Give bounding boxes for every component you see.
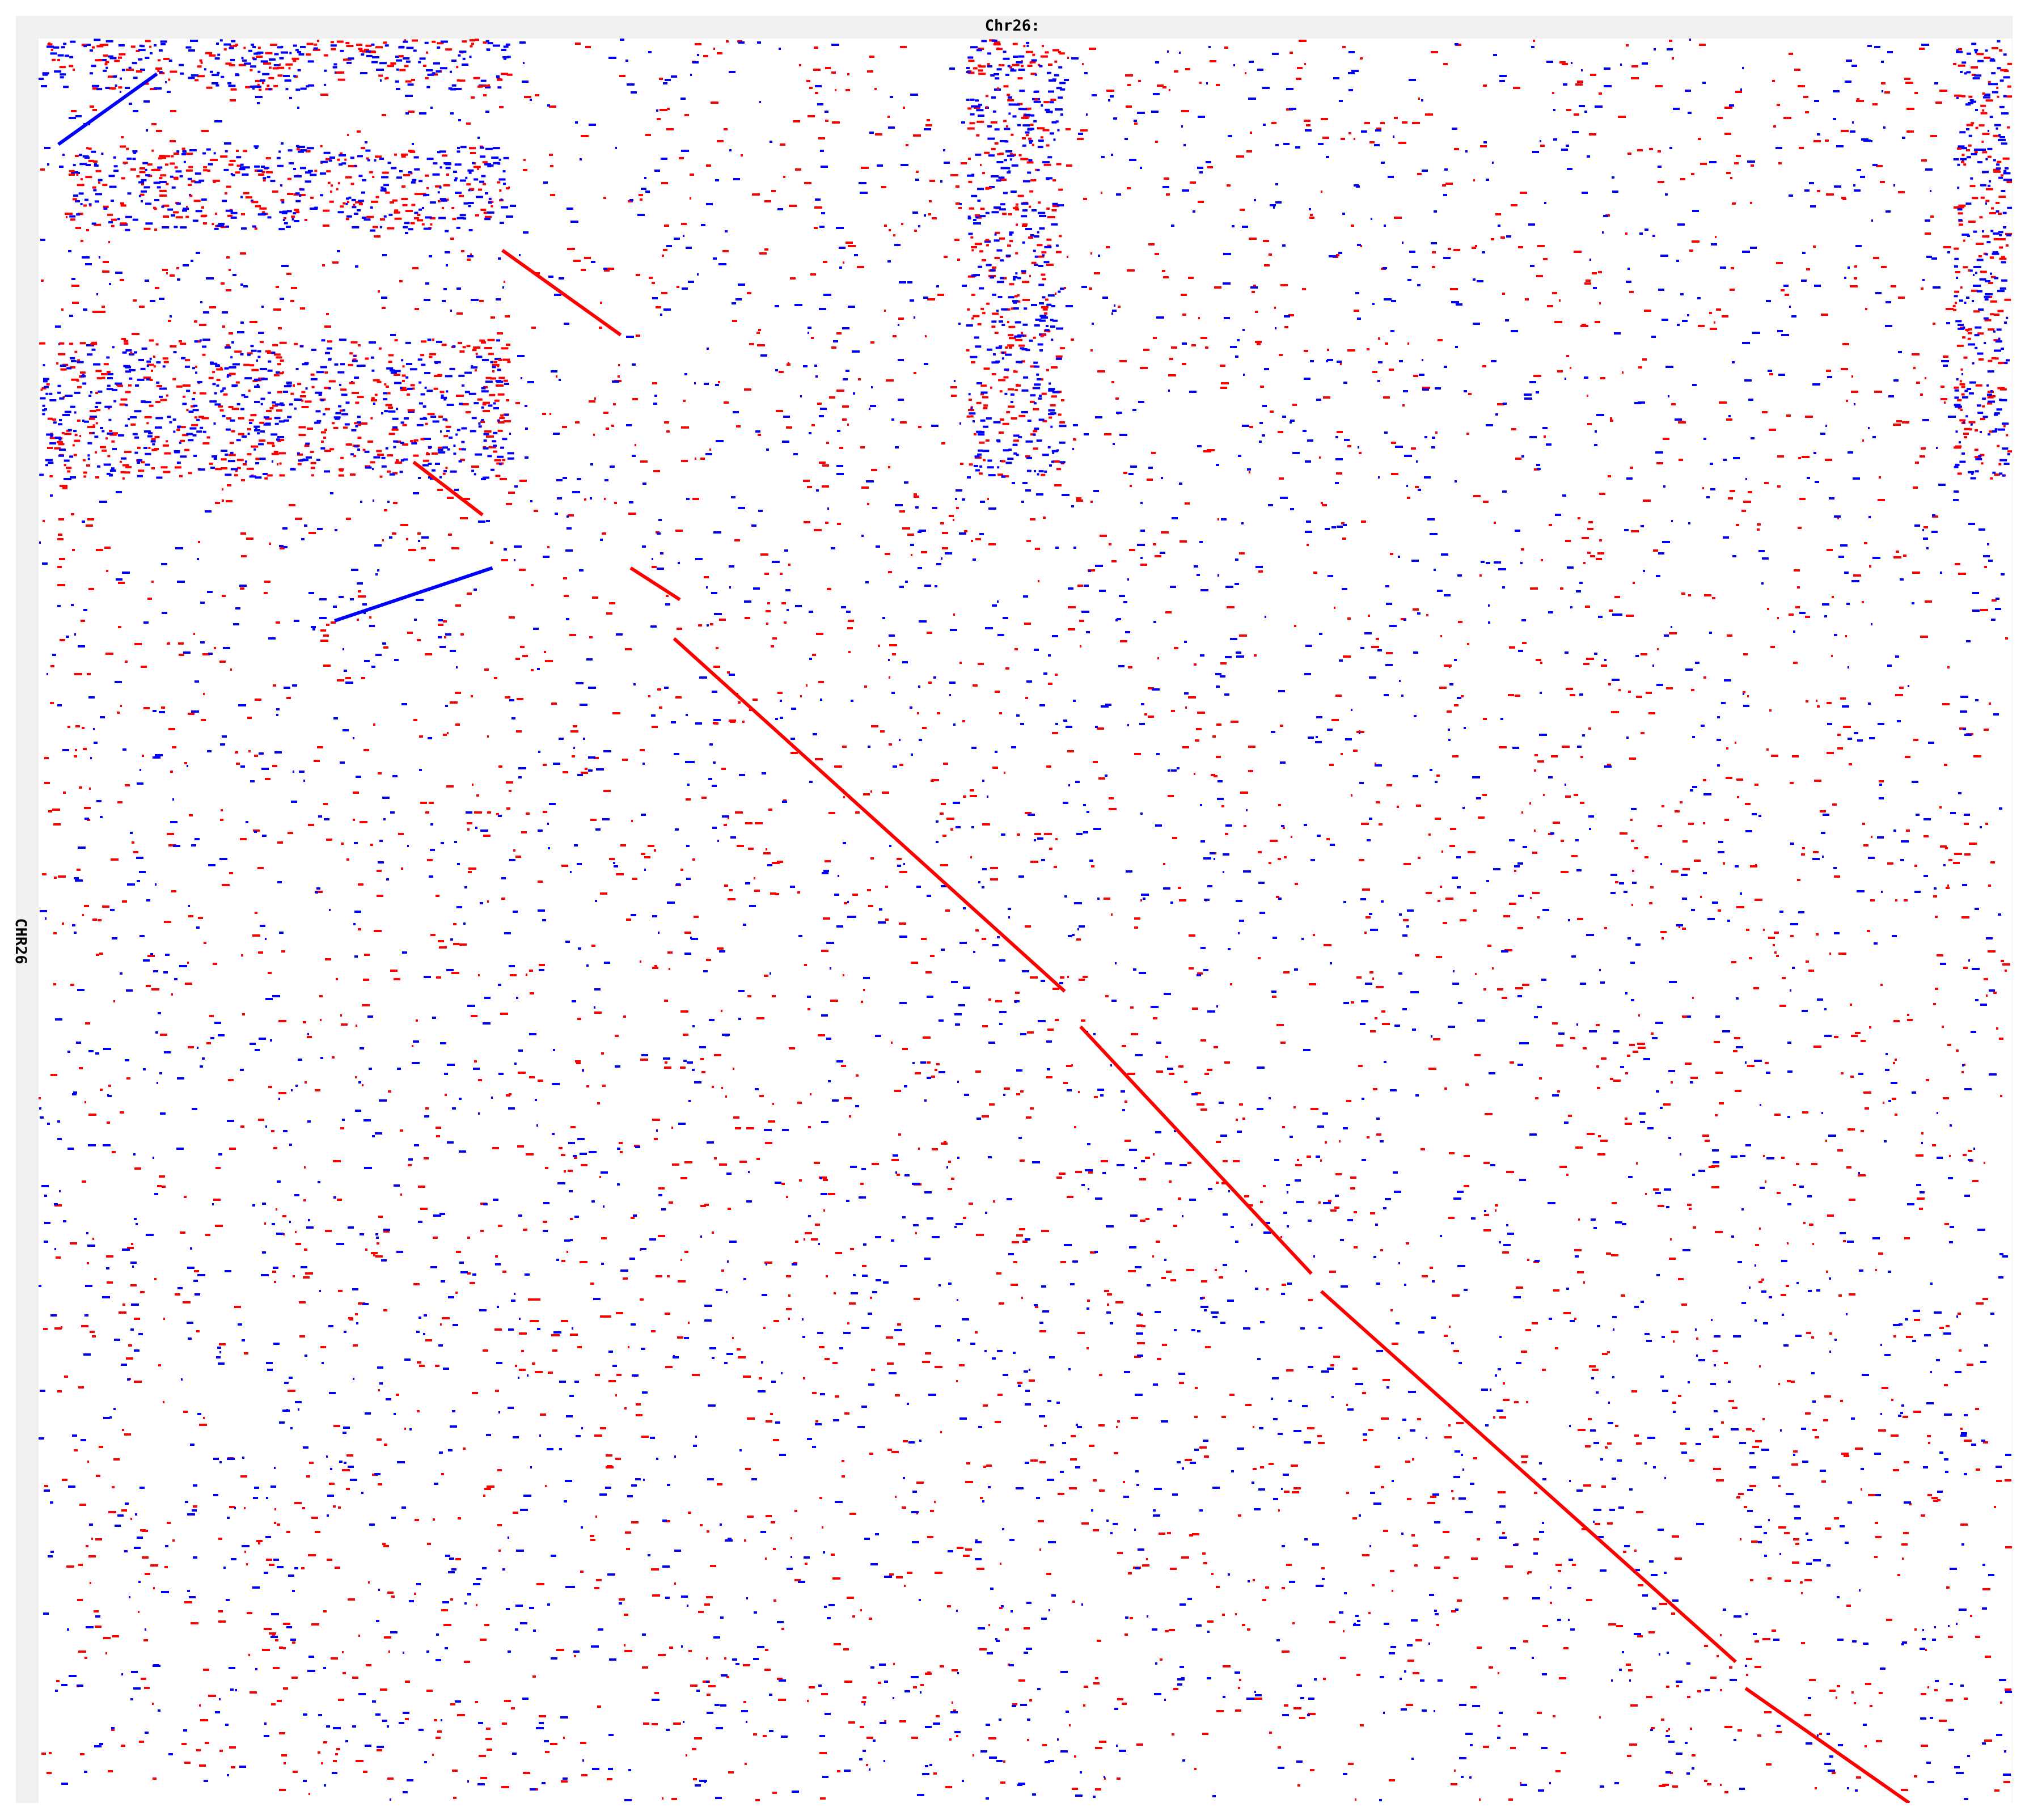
- diagonal-segment-5: [1744, 1687, 1910, 1803]
- dense-block-2: [39, 338, 514, 479]
- diagonal-segment-3: [1079, 1025, 1313, 1275]
- diagonal-segment-1: [629, 566, 681, 602]
- dense-block-3: [966, 39, 1066, 478]
- dense-block-2: [39, 338, 511, 480]
- secondary-segment-0: [412, 460, 484, 517]
- diagonal-segment-4: [1320, 1290, 1737, 1664]
- dense-block-4: [1953, 40, 2012, 480]
- secondary-segment-1: [57, 72, 158, 146]
- secondary-segment-2: [334, 566, 493, 623]
- alignment-segments: [57, 72, 1910, 1803]
- diagonal-segment-2: [673, 637, 1066, 993]
- plot-background: [39, 39, 2012, 1803]
- x-axis-title: Chr26:: [984, 17, 1041, 35]
- diagonal-segment-0: [501, 248, 622, 337]
- dense-repeat-blocks: [39, 39, 2012, 480]
- dense-block-0: [42, 39, 511, 91]
- y-axis-title: CHR26: [12, 918, 29, 964]
- dotplot-area: [39, 39, 2012, 1803]
